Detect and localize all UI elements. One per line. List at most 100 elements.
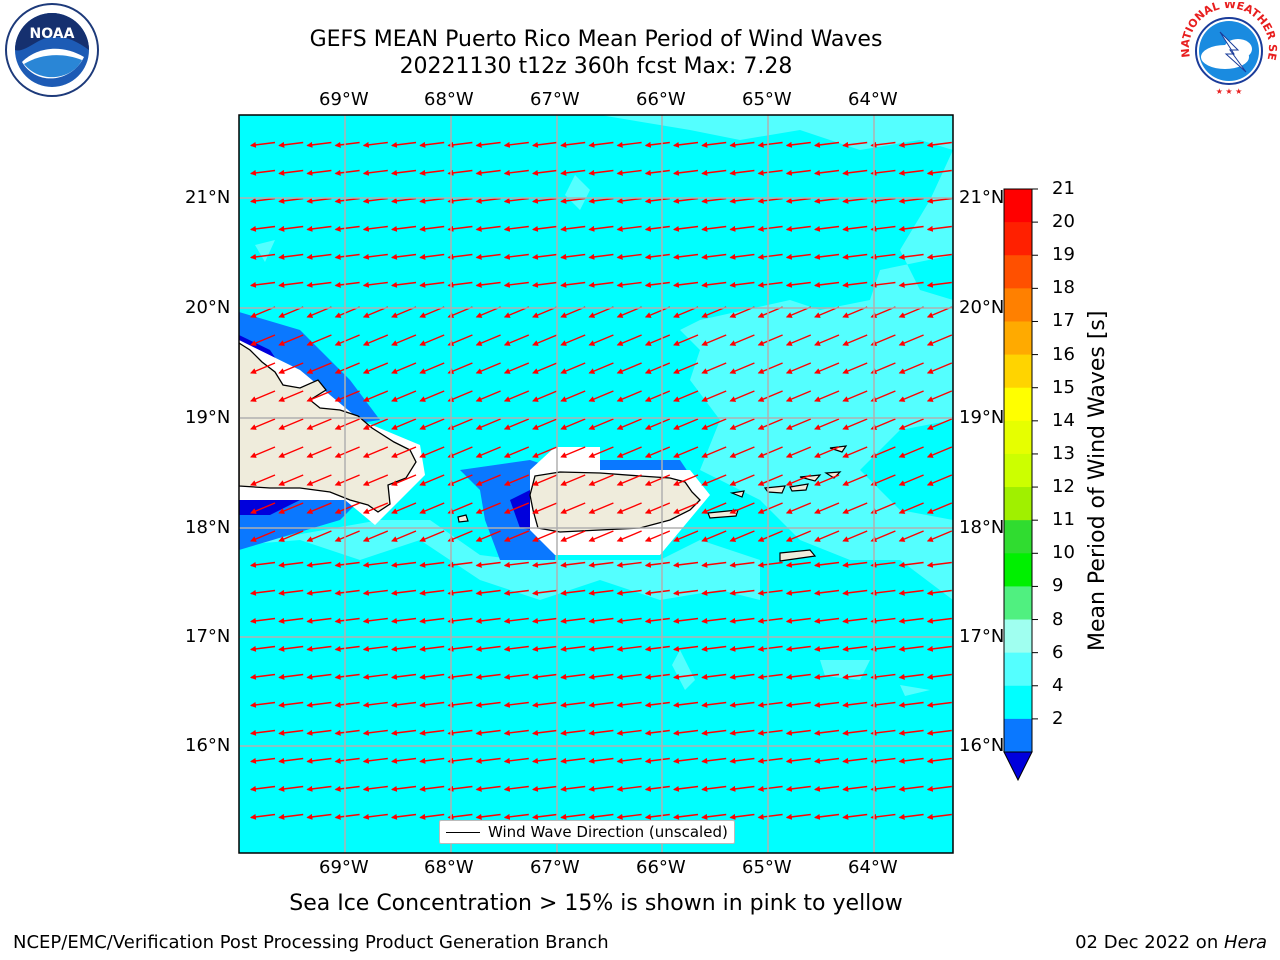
wind-wave-arrow [644,645,670,652]
wind-wave-arrow [475,561,501,568]
wind-wave-arrow [362,141,388,148]
wind-wave-arrow [362,281,388,288]
wind-wave-arrow [814,645,840,652]
wind-wave-arrow [391,502,417,514]
wind-wave-arrow [419,785,445,792]
wind-wave-arrow [278,785,304,792]
wind-wave-arrow [785,701,811,708]
wind-wave-arrow [532,645,558,652]
wind-wave-arrow [616,169,642,176]
wind-wave-arrow [785,502,812,514]
wind-wave-arrow [926,390,953,402]
wind-wave-arrow [785,281,811,288]
wind-wave-arrow [785,225,811,232]
wind-wave-arrow [814,729,840,736]
wind-wave-arrow [785,446,812,458]
colorbar-segment [1004,718,1032,753]
wind-wave-arrow [532,561,558,568]
wind-wave-arrow [419,813,445,820]
wind-wave-arrow [701,785,727,792]
wind-wave-arrow [926,645,952,652]
wind-wave-arrow [926,502,953,514]
wind-wave-arrow [729,197,755,204]
wind-wave-arrow [814,561,840,568]
wind-wave-arrow [616,141,642,148]
wind-wave-arrow [447,530,473,542]
wind-wave-arrow [560,225,586,232]
wind-wave-arrow [870,785,896,792]
wind-wave-arrow [250,813,276,820]
wind-wave-arrow [475,785,501,792]
wind-wave-arrow [560,281,586,288]
wind-wave-arrow [588,474,614,486]
wind-wave-arrow [447,334,473,346]
wind-wave-arrow [842,418,868,430]
wind-wave-arrow [926,281,952,288]
wind-wave-arrow [785,418,812,430]
wind-wave-arrow [391,530,417,542]
wind-wave-arrow [644,390,671,402]
colorbar-tick-label: 14 [1052,409,1075,431]
wind-wave-arrow [419,701,445,708]
wind-wave-arrow [729,141,755,148]
wind-wave-arrow [814,141,840,148]
wind-wave-arrow [306,561,332,568]
wind-wave-arrow [334,225,360,232]
wind-wave-arrow [419,362,445,374]
wind-wave-arrow [842,701,868,708]
wind-wave-arrow [785,362,812,374]
wind-wave-arrow [926,673,952,680]
colorbar-tick-label: 15 [1052,376,1075,398]
wind-wave-arrow [362,362,389,374]
wind-wave-arrow [870,390,896,402]
lat-label-left: 20°N [185,297,231,318]
wind-wave-arrow [729,362,755,374]
wind-wave-arrow [785,729,811,736]
wind-wave-arrow [729,757,755,764]
wind-wave-arrow [842,281,868,288]
wind-wave-arrow [532,169,558,176]
noaa-logo-text: NOAA [30,26,75,42]
wind-wave-arrow [926,446,953,458]
wind-wave-arrow [362,673,388,680]
wind-wave-arrow [898,530,924,542]
wind-wave-arrow [898,474,924,486]
wind-wave-arrow [362,197,388,204]
lon-label-top: 69°W [319,89,369,110]
wind-wave-arrow [898,141,924,148]
wind-wave-arrow [250,225,276,232]
wind-wave-arrow [503,729,529,736]
wind-wave-arrow [814,334,840,346]
wind-wave-arrow [814,197,840,204]
wind-wave-arrow [250,253,276,260]
wind-wave-arrow [616,446,642,458]
wind-wave-arrow [306,390,332,402]
wind-wave-arrow [701,673,727,680]
wind-wave-arrow [701,418,727,430]
wind-wave-arrow [644,673,670,680]
wind-wave-arrow [673,225,699,232]
wind-wave-arrow [532,225,558,232]
wind-wave-arrow [447,673,473,680]
wind-wave-arrow [250,390,276,402]
wind-wave-arrow [278,530,304,542]
wind-wave-arrow [419,446,445,458]
wind-wave-arrow [898,253,924,260]
wind-wave-arrow [334,362,360,374]
wind-wave-arrow [362,729,388,736]
wind-wave-arrow [503,645,529,652]
lon-label-top: 64°W [848,89,898,110]
wind-wave-arrow [362,813,388,820]
wind-wave-arrow [898,757,924,764]
wind-wave-arrow [757,813,783,820]
wind-wave-arrow [898,502,924,514]
wind-wave-arrow [391,561,417,568]
wind-wave-arrow [503,225,529,232]
wind-wave-arrow [616,281,642,288]
wind-wave-arrow [757,701,783,708]
wind-wave-arrow [560,141,586,148]
wind-wave-arrow [644,225,670,232]
wind-wave-arrow [814,502,840,514]
wind-wave-arrow [447,561,473,568]
wind-wave-arrow [503,561,529,568]
